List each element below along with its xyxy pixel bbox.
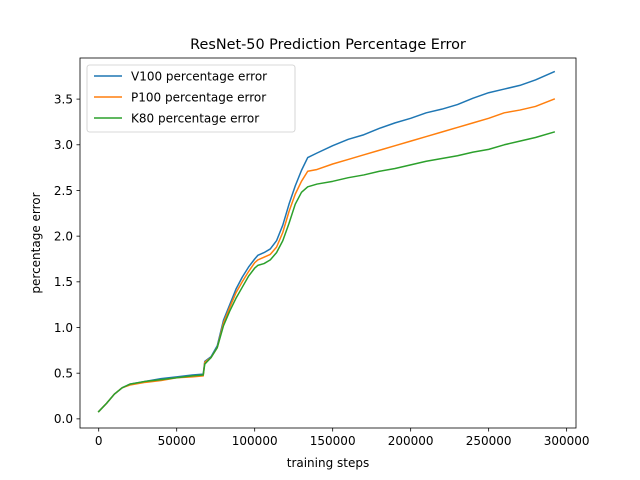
legend-entry-2: K80 percentage error	[131, 111, 259, 125]
chart-title: ResNet-50 Prediction Percentage Error	[190, 37, 466, 53]
legend-box	[86, 64, 296, 133]
legend: V100 percentage error P100 percentage err…	[86, 64, 296, 133]
x-tick-label: 150000	[310, 434, 356, 448]
y-tick-label: 0.5	[54, 366, 73, 380]
y-axis: 0.0 0.5 1.0 1.5 2.0 2.5 3.0 3.5	[54, 92, 80, 426]
x-tick-label: 300000	[544, 434, 590, 448]
series-line-0	[97, 70, 556, 413]
series-line-2	[97, 131, 556, 413]
x-axis-label: training steps	[287, 456, 370, 470]
x-tick-label: 0	[95, 434, 103, 448]
y-tick-label: 0.0	[54, 412, 73, 426]
x-tick-label: 200000	[388, 434, 434, 448]
legend-entry-1: P100 percentage error	[131, 90, 266, 104]
plot-frame	[79, 57, 577, 429]
y-axis-label: percentage error	[29, 192, 43, 293]
x-tick-label: 250000	[466, 434, 512, 448]
y-tick-label: 1.5	[54, 275, 73, 289]
y-tick-label: 3.0	[54, 138, 73, 152]
y-tick-label: 2.5	[54, 184, 73, 198]
x-tick-label: 100000	[232, 434, 278, 448]
y-tick-label: 1.0	[54, 321, 73, 335]
series-layer	[97, 70, 556, 413]
x-axis: 0 50000 100000 150000 200000 250000 300000	[95, 428, 590, 448]
legend-entry-0: V100 percentage error	[131, 69, 267, 83]
y-tick-label: 3.5	[54, 92, 73, 106]
x-tick-label: 50000	[158, 434, 196, 448]
y-tick-label: 2.0	[54, 229, 73, 243]
